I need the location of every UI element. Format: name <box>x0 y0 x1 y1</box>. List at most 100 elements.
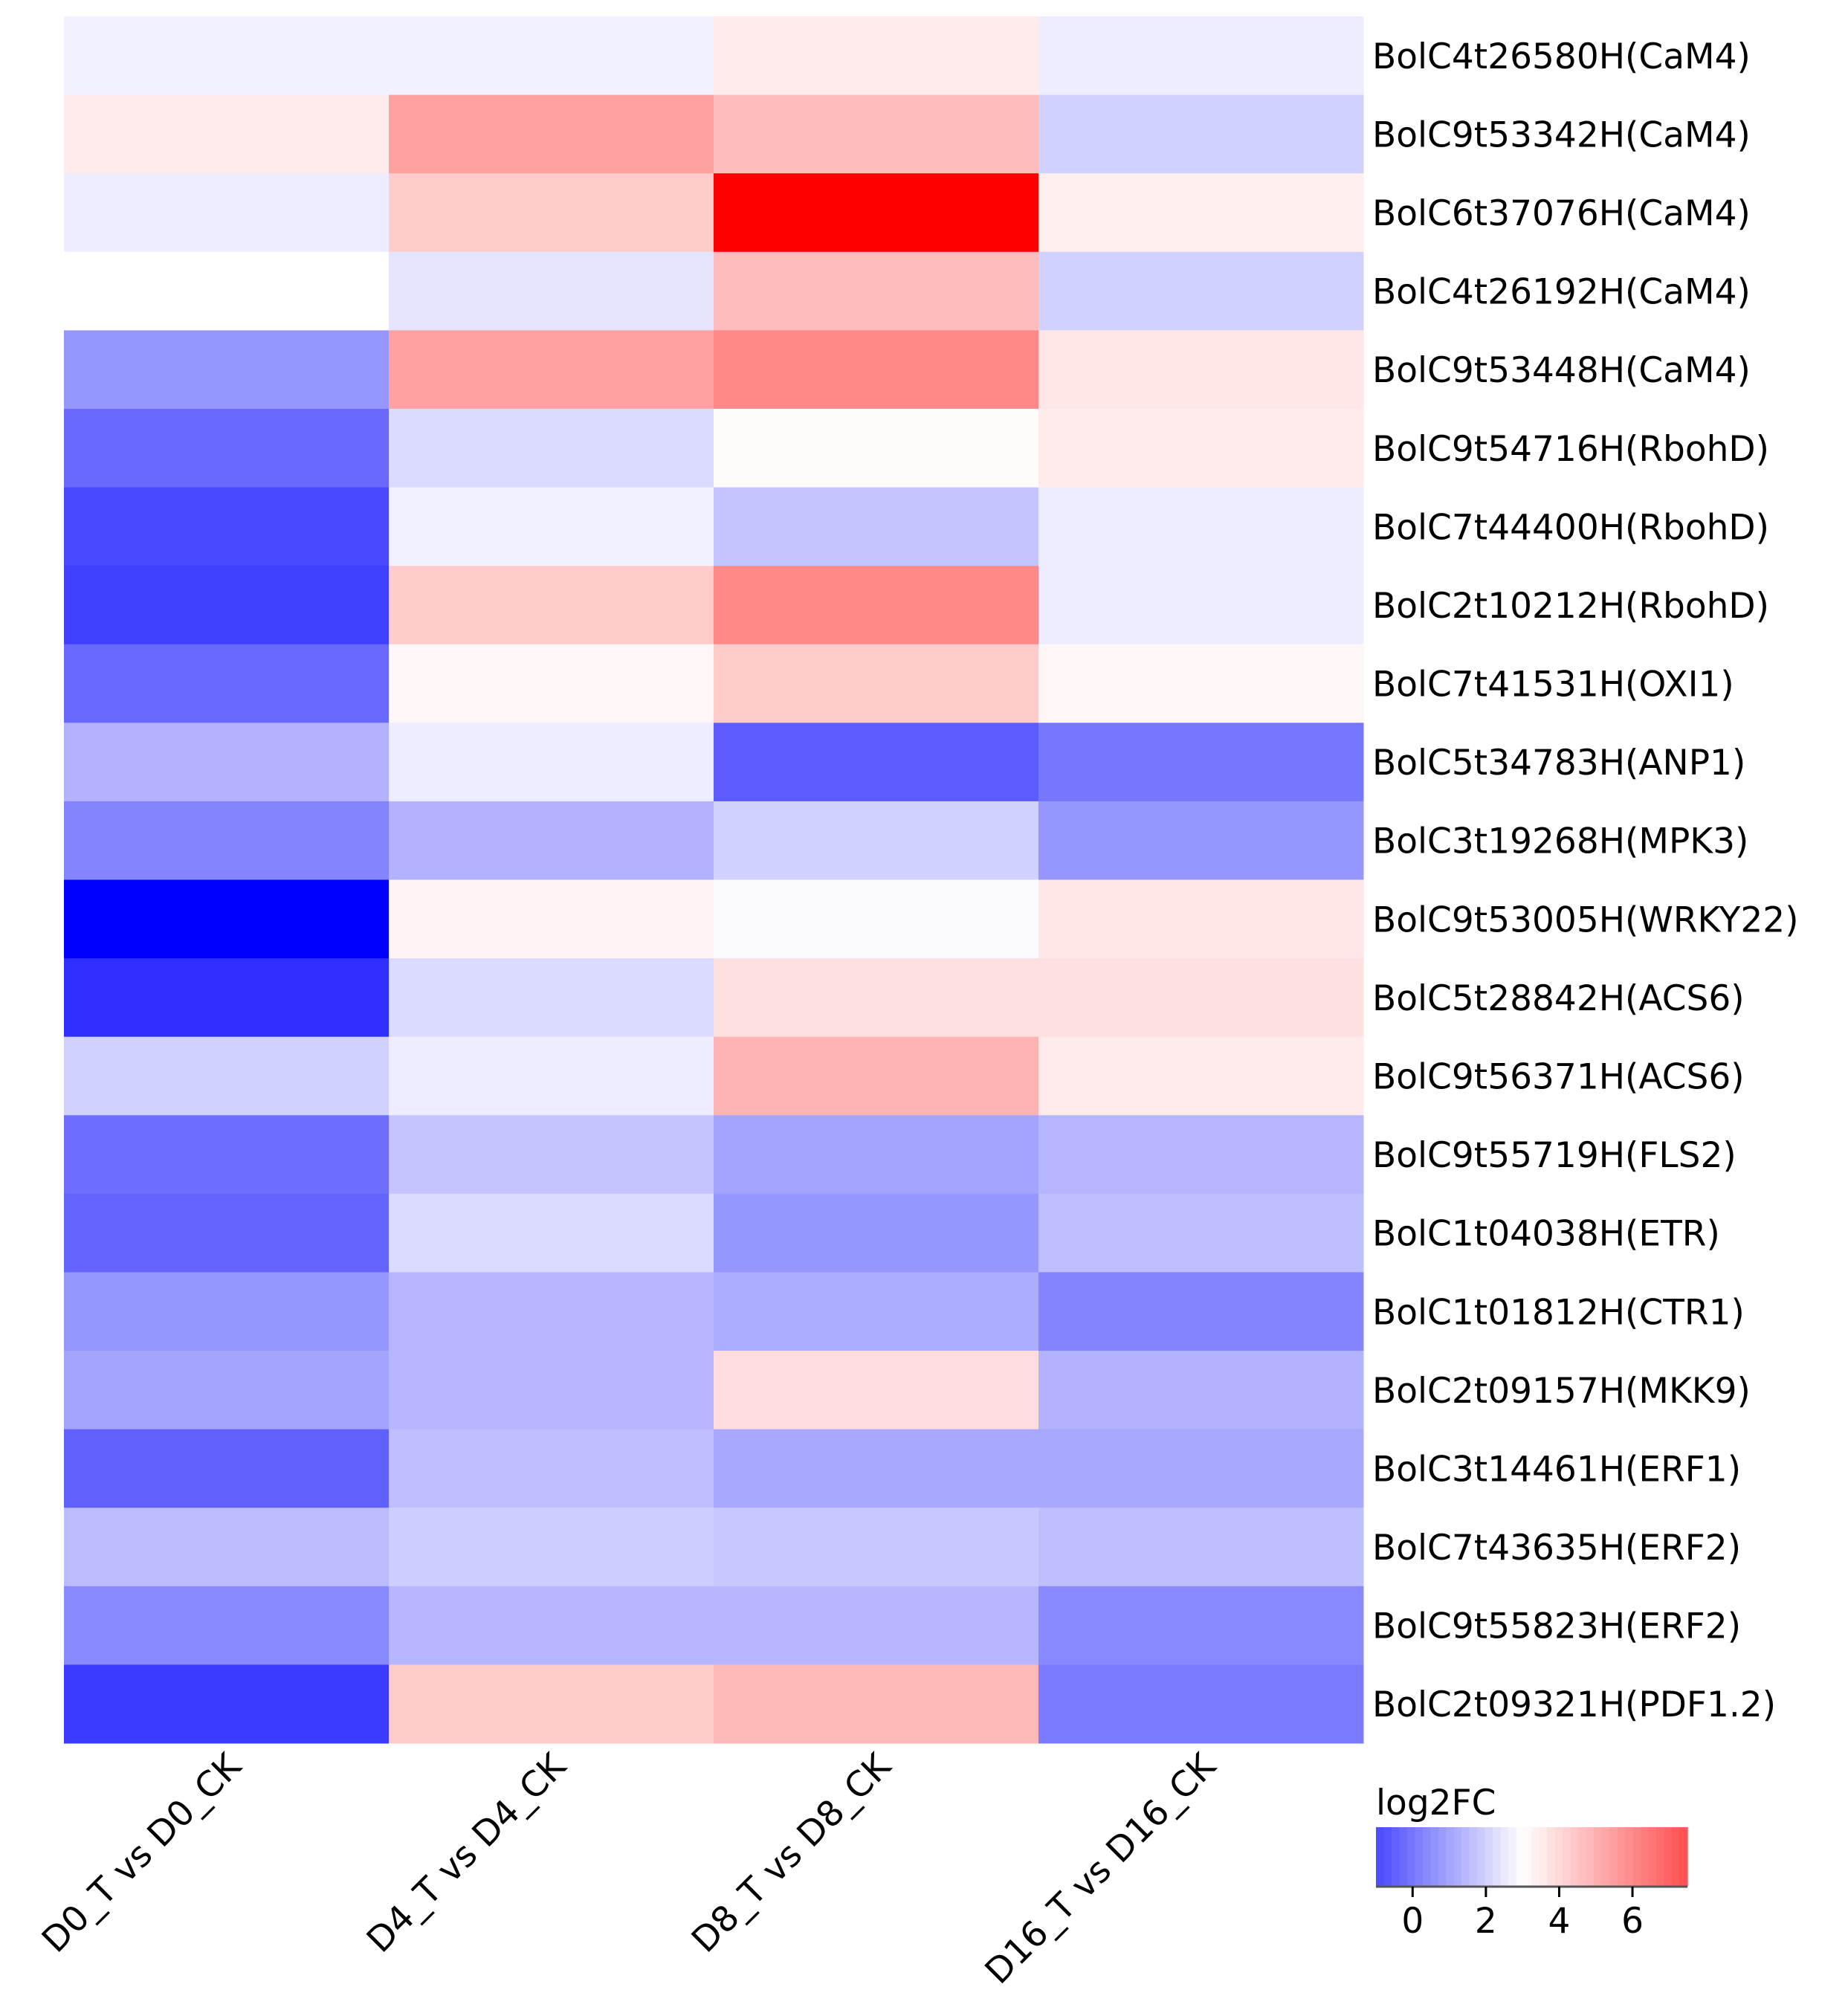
heatmap-cell <box>1038 566 1364 645</box>
row-label: BolC9t55719H(FLS2) <box>1372 1135 1736 1176</box>
row-label: BolC1t01812H(CTR1) <box>1372 1292 1745 1333</box>
heatmap-cell <box>714 330 1039 410</box>
heatmap-cell <box>389 330 714 410</box>
legend-color-step <box>1399 1827 1408 1887</box>
heatmap-cell <box>714 487 1039 566</box>
row-label: BolC3t19268H(MPK3) <box>1372 821 1748 862</box>
row-label: BolC7t43635H(ERF2) <box>1372 1528 1741 1568</box>
heatmap-cell <box>64 487 390 566</box>
heatmap-cell <box>64 1115 390 1195</box>
column-labels: D0_T vs D0_CK D4_T vs D4_CK D8_T vs D8_CK D… <box>34 1745 1224 1992</box>
heatmap-cell <box>389 487 714 566</box>
heatmap-cell <box>1038 173 1364 253</box>
heatmap-cell <box>64 408 390 488</box>
heatmap-cell <box>64 1664 390 1744</box>
heatmap-cell <box>1038 408 1364 488</box>
heatmap-cell <box>389 1193 714 1273</box>
heatmap-cell <box>64 1193 390 1273</box>
heatmap-cell <box>389 1272 714 1351</box>
heatmap-cell <box>389 251 714 331</box>
heatmap-cell <box>1038 1429 1364 1508</box>
heatmap-cell <box>1038 16 1364 96</box>
legend-tick-label: 6 <box>1621 1901 1644 1942</box>
row-label: BolC2t09321H(PDF1.2) <box>1372 1684 1776 1725</box>
legend-color-step <box>1516 1827 1525 1887</box>
legend-color-step <box>1664 1827 1673 1887</box>
legend-tick-label: 4 <box>1548 1901 1571 1942</box>
row-label: BolC9t53342H(CaM4) <box>1372 114 1751 155</box>
heatmap-cell <box>389 1115 714 1195</box>
legend-color-step <box>1484 1827 1493 1887</box>
heatmap-cell <box>714 251 1039 331</box>
heatmap-cell <box>1038 801 1364 880</box>
heatmap-cell <box>1038 94 1364 174</box>
row-label: BolC6t37076H(CaM4) <box>1372 193 1751 234</box>
heatmap-cell <box>389 16 714 96</box>
legend-color-step <box>1617 1827 1626 1887</box>
heatmap-cell <box>714 1351 1039 1430</box>
row-label: BolC9t55823H(ERF2) <box>1372 1606 1741 1647</box>
heatmap-cell <box>714 1036 1039 1116</box>
heatmap-cell <box>64 1429 390 1508</box>
legend-color-step <box>1578 1827 1587 1887</box>
legend-color-step <box>1461 1827 1470 1887</box>
heatmap-cell <box>389 1036 714 1116</box>
legend-color-step <box>1524 1827 1533 1887</box>
row-label: BolC9t56371H(ACS6) <box>1372 1056 1745 1097</box>
heatmap-cell <box>714 1429 1039 1508</box>
heatmap-cell <box>64 801 390 880</box>
heatmap-cell <box>714 958 1039 1038</box>
heatmap-cell <box>714 723 1039 802</box>
heatmap-cell <box>64 566 390 645</box>
column-label: D0_T vs D0_CK <box>34 1745 250 1961</box>
legend-color-step <box>1477 1827 1486 1887</box>
heatmap-cell <box>714 566 1039 645</box>
heatmap-cell <box>64 723 390 802</box>
legend-tick-label: 0 <box>1401 1901 1424 1942</box>
legend-color-step <box>1609 1827 1618 1887</box>
heatmap-cell <box>389 566 714 645</box>
legend-color-step <box>1594 1827 1603 1887</box>
column-label: D8_T vs D8_CK <box>684 1745 899 1961</box>
heatmap-cell <box>64 1272 390 1351</box>
legend-color-step <box>1601 1827 1610 1887</box>
row-label: BolC5t28842H(ACS6) <box>1372 978 1745 1019</box>
heatmap-cell <box>64 1586 390 1665</box>
heatmap-cell <box>64 879 390 959</box>
legend-color-step <box>1493 1827 1502 1887</box>
heatmap-cell <box>64 16 390 96</box>
legend-title: log2FC <box>1376 1783 1496 1823</box>
row-label: BolC1t04038H(ETR) <box>1372 1214 1720 1255</box>
heatmap-cell <box>389 723 714 802</box>
heatmap-cell <box>64 173 390 253</box>
legend-color-step <box>1406 1827 1415 1887</box>
legend-color-step <box>1438 1827 1447 1887</box>
row-label: BolC7t41531H(OXI1) <box>1372 665 1734 705</box>
heatmap-cell <box>714 1272 1039 1351</box>
legend-color-step <box>1563 1827 1571 1887</box>
legend-color-step <box>1508 1827 1517 1887</box>
legend-color-step <box>1500 1827 1509 1887</box>
legend-color-step <box>1453 1827 1462 1887</box>
heatmap-cell <box>389 958 714 1038</box>
heatmap-cell <box>389 1351 714 1430</box>
legend-color-step <box>1672 1827 1681 1887</box>
legend-color-step <box>1679 1827 1688 1887</box>
legend-color-step <box>1632 1827 1641 1887</box>
legend-color-step <box>1586 1827 1595 1887</box>
heatmap-cell <box>389 879 714 959</box>
legend-colorbar <box>1376 1827 1688 1888</box>
legend-color-step <box>1531 1827 1540 1887</box>
heatmap-cell <box>64 94 390 174</box>
heatmap-cell <box>1038 1351 1364 1430</box>
legend-color-step <box>1539 1827 1548 1887</box>
heatmap-cell <box>1038 1586 1364 1665</box>
heatmap-cell <box>1038 1115 1364 1195</box>
heatmap-cell <box>64 1508 390 1587</box>
heatmap-cell <box>64 958 390 1038</box>
heatmap-cell <box>389 173 714 253</box>
heatmap-cell <box>389 1508 714 1587</box>
legend-color-step <box>1641 1827 1650 1887</box>
legend-color-step <box>1422 1827 1431 1887</box>
legend-color-step <box>1547 1827 1556 1887</box>
